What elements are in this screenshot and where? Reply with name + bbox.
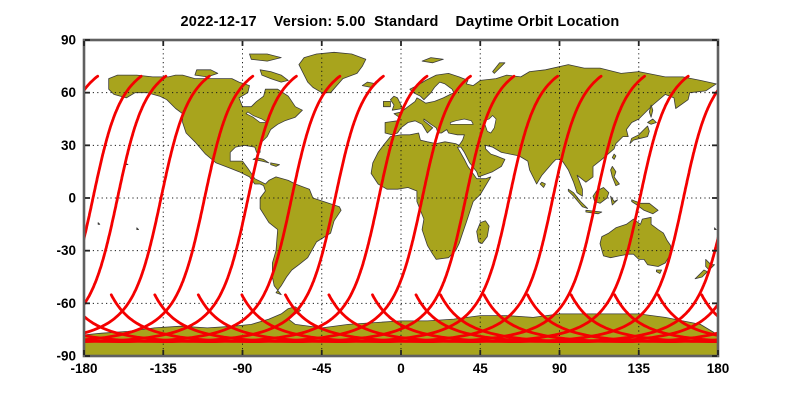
- x-tick-label: 180: [707, 361, 730, 376]
- continent: [694, 269, 708, 280]
- orbit-track: [240, 74, 603, 343]
- x-tick-label: 90: [552, 361, 567, 376]
- orbit-track: [84, 74, 255, 342]
- orbit-track: [84, 74, 385, 343]
- continent: [383, 101, 391, 108]
- orbit-track: [0, 76, 11, 341]
- x-tick-label: -180: [70, 361, 97, 376]
- continent: [647, 118, 657, 125]
- orbit-track: [84, 74, 342, 343]
- x-tick-label: 135: [627, 361, 650, 376]
- continent: [136, 227, 139, 230]
- x-tick-label: -135: [150, 361, 178, 376]
- continent: [298, 51, 367, 94]
- orbit-track: [0, 76, 54, 341]
- orbit-track: [569, 293, 718, 343]
- continent: [629, 125, 650, 144]
- orbit-track: [84, 74, 143, 245]
- orbit-track: [789, 76, 800, 341]
- plot-frame: [82, 38, 720, 358]
- axis-labels: -180 -135 -90 -45 0 45 90 135 180 90 60 30 0 -30 -60 -9…: [56, 33, 729, 377]
- orbit-track: [482, 293, 718, 343]
- continent: [610, 195, 618, 206]
- continent: [656, 269, 662, 274]
- x-tick-label: 0: [397, 361, 405, 376]
- continent: [421, 57, 444, 64]
- orbit-track: [745, 76, 800, 341]
- continent: [611, 153, 617, 160]
- continent: [539, 181, 546, 188]
- continent: [492, 62, 506, 74]
- continent: [610, 166, 620, 187]
- orbit-track: [526, 293, 718, 343]
- orbit-track: [84, 74, 429, 343]
- axis-ticks: [83, 39, 719, 357]
- plot-title: 2022-12-17 Version: 5.00 Standard Daytim…: [180, 14, 620, 30]
- orbit-track: [327, 74, 690, 343]
- orbit-track: [196, 74, 559, 343]
- y-tick-label: -90: [56, 349, 76, 364]
- orbit-track: [84, 74, 298, 343]
- continent: [108, 74, 342, 295]
- orbit-track: [284, 74, 646, 343]
- continent: [259, 69, 289, 83]
- y-tick-label: -30: [56, 243, 76, 258]
- y-tick-label: -60: [56, 296, 76, 311]
- orbit-track: [84, 74, 168, 307]
- continent: [476, 220, 490, 244]
- orbit-track: [414, 232, 718, 343]
- continent: [567, 188, 589, 209]
- y-tick-label: 0: [68, 191, 76, 206]
- orbit-track: [656, 293, 718, 337]
- y-tick-label: 60: [61, 85, 76, 100]
- continent: [370, 64, 717, 260]
- x-tick-label: 45: [473, 361, 489, 376]
- orbit-track: [153, 74, 516, 343]
- orbit-track: [700, 293, 718, 319]
- continent: [249, 53, 282, 62]
- continent: [270, 162, 280, 167]
- orbit-track: [84, 74, 211, 335]
- continent: [714, 227, 717, 230]
- lake: [245, 111, 269, 123]
- orbit-track: [109, 74, 472, 343]
- continent: [97, 222, 101, 225]
- x-tick-label: -45: [312, 361, 332, 376]
- y-tick-label: 90: [61, 33, 76, 48]
- orbit-track: [371, 87, 718, 343]
- continent: [194, 69, 219, 78]
- continent: [648, 104, 654, 118]
- orbit-tracks: [0, 74, 800, 343]
- y-tick-label: 30: [61, 138, 76, 153]
- x-tick-label: -90: [233, 361, 253, 376]
- lake: [449, 118, 474, 125]
